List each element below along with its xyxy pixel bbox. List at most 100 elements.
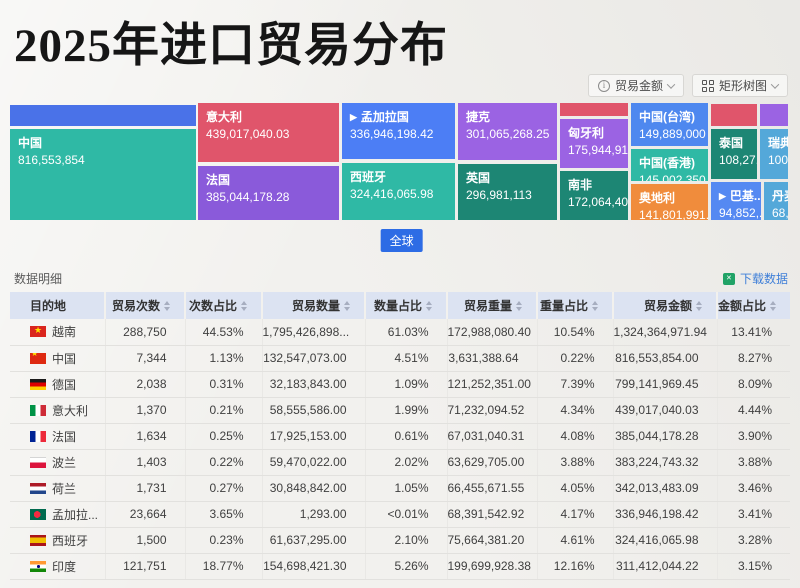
treemap-node-sweden[interactable]: 瑞典 100,6...: [760, 129, 788, 179]
table-row: 德国 2,038 0.31% 32,183,843.00 1.09% 121,252,35…: [10, 371, 790, 398]
value-cell: 3.41%: [717, 501, 790, 528]
flag-vietnam-icon: [30, 326, 46, 338]
flag-india-icon: [30, 560, 46, 572]
metric-select[interactable]: 贸易金额: [587, 74, 684, 97]
destination-name: 荷兰: [52, 481, 77, 496]
treemap-node-unlabeled-purple[interactable]: [760, 104, 788, 126]
data-table: 目的地 贸易次数 次数占比 贸易数量 数量占比 贸易重量 重量占比 贸易金额 金额占比 越南 28…: [10, 292, 790, 580]
value-cell: 23,664: [105, 501, 186, 528]
column-header-8[interactable]: 金额占比: [717, 292, 790, 319]
breadcrumb-root-button[interactable]: 全球: [380, 229, 423, 252]
table-row: 荷兰 1,731 0.27% 30,848,842.00 1.05% 66,455,671…: [10, 475, 790, 502]
column-header-3[interactable]: 贸易数量: [262, 292, 366, 319]
table-row: 孟加拉... 23,664 3.65% 1,293.00 <0.01% 68,391,54…: [10, 501, 790, 528]
column-header-6[interactable]: 重量占比: [537, 292, 614, 319]
value-cell: 1,634: [105, 423, 186, 450]
value-cell: 121,751: [105, 553, 186, 580]
destination-cell: 荷兰: [10, 475, 106, 502]
destination-cell: 法国: [10, 423, 106, 450]
expand-arrow-icon: ▶: [719, 191, 726, 202]
treemap-node-pakistan[interactable]: ▶巴基... 94,852,...: [711, 182, 761, 220]
treemap-node-name: 泰国: [719, 136, 744, 150]
treemap-node-thailand[interactable]: 泰国 108,27...: [711, 129, 757, 179]
flag-france-icon: [30, 430, 46, 442]
treemap-node-value: 296,981,113: [466, 188, 532, 203]
treemap-node-denmark[interactable]: 丹麦 68,5...: [764, 182, 788, 220]
chart-type-select[interactable]: 矩形树图: [691, 74, 788, 97]
destination-cell: 孟加拉...: [10, 501, 106, 528]
value-cell: 336,946,198.42: [613, 501, 718, 528]
treemap-node-value: 336,946,198.42: [350, 127, 434, 142]
treemap-node-name: 丹麦: [772, 189, 788, 203]
treemap-node-value: 385,044,178.28: [206, 190, 290, 205]
value-cell: 44.53%: [185, 319, 263, 346]
column-header-7[interactable]: 贸易金额: [613, 292, 718, 319]
treemap-node-china-taiwan[interactable]: 中国(台湾) 149,889,000: [631, 103, 708, 146]
value-cell: 59,470,022.00: [262, 449, 366, 476]
treemap-node-hungary[interactable]: 匈牙利 175,944,910.58: [560, 119, 628, 168]
value-cell: 13.41%: [717, 319, 790, 346]
treemap-node-unlabeled-blue[interactable]: [10, 105, 196, 126]
treemap-node-unlabeled-red-2[interactable]: [711, 104, 757, 126]
treemap-node-value: 175,944,910.58: [568, 143, 628, 158]
table-row: 印度 121,751 18.77% 154,698,421.30 5.26% 199,69…: [10, 553, 790, 580]
value-cell: 324,416,065.98: [613, 527, 718, 554]
column-header-5[interactable]: 贸易重量: [447, 292, 538, 319]
treemap-node-name: 匈牙利: [568, 126, 605, 140]
value-cell: 3.46%: [717, 475, 790, 502]
value-cell: 1,403: [105, 449, 186, 476]
treemap-node-value: 816,553,854: [18, 153, 85, 168]
column-header-1[interactable]: 贸易次数: [105, 292, 186, 319]
treemap-node-value: 108,27...: [719, 153, 757, 168]
value-cell: 0.25%: [185, 423, 263, 450]
treemap-node-unlabeled-red[interactable]: [560, 103, 628, 116]
treemap-node-name: 捷克: [466, 110, 491, 124]
column-header-2[interactable]: 次数占比: [185, 292, 263, 319]
value-cell: 2.02%: [365, 449, 448, 476]
info-circle-icon: [597, 79, 610, 92]
value-cell: 8.27%: [717, 345, 790, 372]
treemap-node-france[interactable]: 法国 385,044,178.28: [198, 166, 339, 220]
value-cell: 1,324,364,971.94: [613, 319, 718, 346]
column-header-label: 数量占比: [373, 299, 422, 313]
value-cell: 4.51%: [365, 345, 448, 372]
value-cell: 4.34%: [537, 397, 614, 424]
treemap-node-south-africa[interactable]: 南非 172,064,407.59: [560, 171, 628, 220]
value-cell: 7.39%: [537, 371, 614, 398]
treemap-node-uk[interactable]: 英国 296,981,113: [458, 164, 557, 220]
value-cell: 385,044,178.28: [613, 423, 718, 450]
treemap-node-value: 145,002,350.73: [639, 173, 708, 181]
flag-germany-icon: [30, 378, 46, 390]
value-cell: 288,750: [105, 319, 186, 346]
sort-icon: [516, 300, 522, 311]
treemap-node-value: 301,065,268.25: [466, 127, 550, 142]
value-cell: <0.01%: [365, 501, 448, 528]
treemap-node-name: ▶ 孟加拉国: [350, 110, 409, 124]
column-header-4[interactable]: 数量占比: [365, 292, 448, 319]
treemap-node-name: 瑞典: [768, 136, 788, 150]
treemap-node-spain[interactable]: 西班牙 324,416,065.98: [342, 163, 455, 220]
treemap-node-name: 英国: [466, 171, 491, 185]
value-cell: 0.22%: [185, 449, 263, 476]
treemap-node-czech[interactable]: 捷克 301,065,268.25: [458, 103, 557, 160]
value-cell: 0.27%: [185, 475, 263, 502]
value-cell: 3,631,388.64: [447, 345, 538, 372]
treemap-node-austria[interactable]: 奥地利 141,801,991.26: [631, 184, 708, 220]
value-cell: 816,553,854.00: [613, 345, 718, 372]
value-cell: 61.03%: [365, 319, 448, 346]
treemap-node-china[interactable]: 中国 816,553,854: [10, 129, 196, 220]
page-title: 2025年进口贸易分布: [14, 20, 448, 72]
value-cell: 7,344: [105, 345, 186, 372]
value-cell: 10.54%: [537, 319, 614, 346]
value-cell: 30,848,842.00: [262, 475, 366, 502]
destination-name: 越南: [52, 325, 77, 340]
treemap-node-italy[interactable]: 意大利 439,017,040.03: [198, 103, 339, 162]
value-cell: 121,252,351.00: [447, 371, 538, 398]
table-row: 意大利 1,370 0.21% 58,555,586.00 1.99% 71,232,09…: [10, 397, 790, 424]
treemap-node-china-hongkong[interactable]: 中国(香港) 145,002,350.73: [631, 149, 708, 181]
treemap-node-bangladesh[interactable]: ▶ 孟加拉国 336,946,198.42: [342, 103, 455, 159]
value-cell: 1,500: [105, 527, 186, 554]
destination-cell: 波兰: [10, 449, 106, 476]
value-cell: 2.10%: [365, 527, 448, 554]
download-data-link[interactable]: 下载数据: [722, 270, 788, 287]
